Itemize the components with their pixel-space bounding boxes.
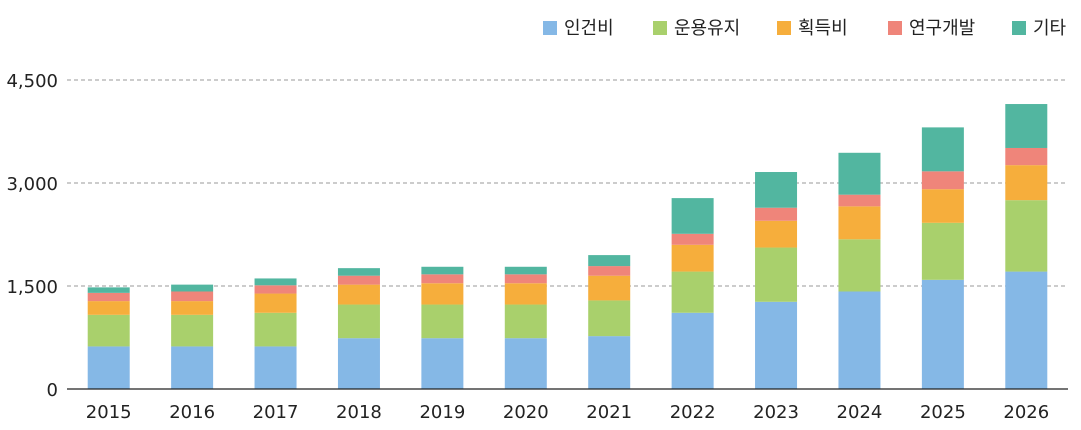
x-tick-label: 2020 [503,402,549,423]
legend: 인건비 운용유지 획득비 연구개발 기타 [543,18,1067,39]
bar-segment [1005,271,1048,389]
bar-segment [755,207,798,221]
bar-segment [504,283,547,305]
legend-label: 획득비 [798,18,848,39]
bar-segment [671,233,714,245]
bar-segment [421,338,464,389]
legend-swatch [888,21,902,35]
x-tick-label: 2018 [336,402,382,423]
bar-segment [421,283,464,305]
bar-segment [921,127,964,172]
bar-segment [254,312,297,347]
bar-segment [1005,104,1048,148]
bar-segment [671,312,714,389]
bar-segment [588,255,631,267]
bar-segment [87,287,130,293]
bar-segment [421,266,464,275]
bar-segment [755,247,798,302]
bar-segment [755,172,798,208]
bar-segment [671,271,714,313]
bar-segment [171,314,214,347]
bar-segment [588,300,631,337]
bar-segment [171,301,214,315]
bar-segment [87,292,130,302]
bar-segment [588,266,631,276]
bar-segment [421,274,464,284]
bar-segment [171,291,214,302]
bar-segment [254,278,297,286]
bar-segment [421,304,464,339]
bar-segment [171,346,214,389]
legend-swatch [777,21,791,35]
bar-segment [254,293,297,313]
bar-segment [671,244,714,272]
bar-segment [337,304,380,339]
legend-swatch [1012,21,1026,35]
legend-label: 기타 [1033,18,1067,39]
bar-segment [588,336,631,389]
bar-segment [337,275,380,285]
bar-segment [921,171,964,190]
legend-label: 연구개발 [909,18,975,39]
bar-segment [838,291,881,389]
x-tick-label: 2017 [253,402,299,423]
bar-segment [755,301,798,389]
y-tick-label: 0 [47,380,58,401]
x-tick-label: 2015 [86,402,132,423]
bar-segment [671,198,714,234]
bar-segment [504,274,547,284]
y-tick-label: 3,000 [6,174,58,195]
bar-segment [1005,147,1048,166]
bar-segment [755,220,798,248]
x-tick-label: 2024 [837,402,883,423]
bars-layer [87,104,1048,389]
x-tick-label: 2023 [753,402,799,423]
y-tick-label: 1,500 [6,277,58,298]
bar-segment [838,194,881,207]
bar-segment [838,206,881,240]
x-tick-label: 2016 [169,402,215,423]
x-tick-label: 2025 [920,402,966,423]
bar-segment [588,275,631,301]
legend-label: 인건비 [564,18,614,39]
bar-segment [921,222,964,280]
x-tick-label: 2021 [586,402,632,423]
bar-segment [838,239,881,292]
bar-segment [921,279,964,389]
bar-segment [1005,200,1048,272]
bar-segment [87,301,130,315]
x-tick-label: 2019 [419,402,465,423]
bar-segment [87,314,130,347]
x-tick-label: 2026 [1003,402,1049,423]
axis-layer: 0 1,500 3,000 4,500 2015 2016 2017 2018 2019 2020… [6,71,1068,423]
bar-segment [87,346,130,389]
y-tick-label: 4,500 [6,71,58,92]
bar-segment [1005,165,1048,201]
bar-segment [171,284,214,292]
bar-segment [504,338,547,389]
legend-swatch [653,21,667,35]
bar-segment [254,346,297,389]
bar-segment [921,189,964,223]
bar-segment [504,304,547,339]
x-tick-label: 2022 [670,402,716,423]
bar-segment [838,152,881,195]
bar-segment [337,338,380,389]
bar-segment [254,285,297,294]
legend-label: 운용유지 [674,18,740,39]
grid-layer [67,79,1068,287]
bar-segment [504,266,547,275]
bar-segment [337,268,380,276]
bar-segment [337,284,380,305]
legend-swatch [543,21,557,35]
